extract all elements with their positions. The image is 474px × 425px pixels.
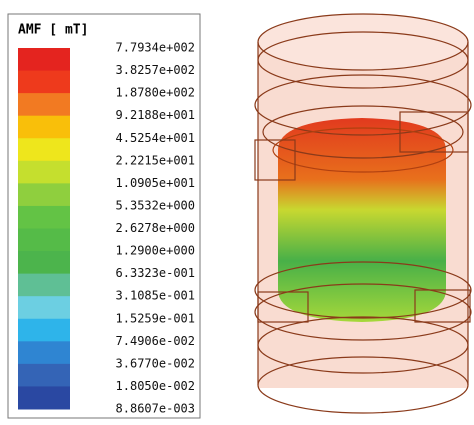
color-swatch	[18, 273, 70, 297]
color-swatch	[18, 115, 70, 139]
legend-title: AMF [ mT]	[18, 23, 88, 38]
legend: 7.7934e+002 3.8257e+002 1.8780e+002 9.2188e…	[18, 41, 195, 416]
scale-label: 1.0905e+001	[116, 176, 195, 190]
color-swatch	[18, 205, 70, 229]
color-swatch	[18, 160, 70, 184]
scale-label: 2.6278e+000	[116, 221, 195, 235]
scale-label: 3.1085e-001	[116, 289, 195, 303]
color-swatch	[18, 48, 70, 72]
color-swatch	[18, 183, 70, 207]
scale-label: 6.3323e-001	[116, 266, 195, 280]
color-swatch	[18, 386, 70, 410]
color-swatch	[18, 251, 70, 275]
color-swatch	[18, 138, 70, 162]
color-swatch	[18, 341, 70, 365]
model	[254, 13, 472, 414]
scale-label: 1.2900e+000	[116, 244, 195, 258]
color-swatch	[18, 363, 70, 387]
scale-label: 5.3532e+000	[116, 198, 195, 212]
scale-label: 4.5254e+001	[116, 131, 195, 145]
color-swatch	[18, 318, 70, 342]
scale-label: 2.2215e+001	[116, 153, 195, 167]
scale-label: 9.2188e+001	[116, 108, 195, 122]
color-swatch	[18, 70, 70, 94]
scale-label: 8.8607e-003	[116, 402, 195, 416]
scale-label: 3.6770e-002	[116, 356, 195, 370]
scale-label: 1.8780e+002	[116, 86, 195, 100]
scale-label: 7.4906e-002	[116, 334, 195, 348]
scale-label: 1.8050e-002	[116, 379, 195, 393]
color-swatch	[18, 228, 70, 252]
scale-label: 1.5259e-001	[116, 311, 195, 325]
color-swatch	[18, 296, 70, 320]
scale-label: 3.8257e+002	[116, 63, 195, 77]
scale-label: 7.7934e+002	[116, 41, 195, 55]
color-swatch	[18, 93, 70, 117]
